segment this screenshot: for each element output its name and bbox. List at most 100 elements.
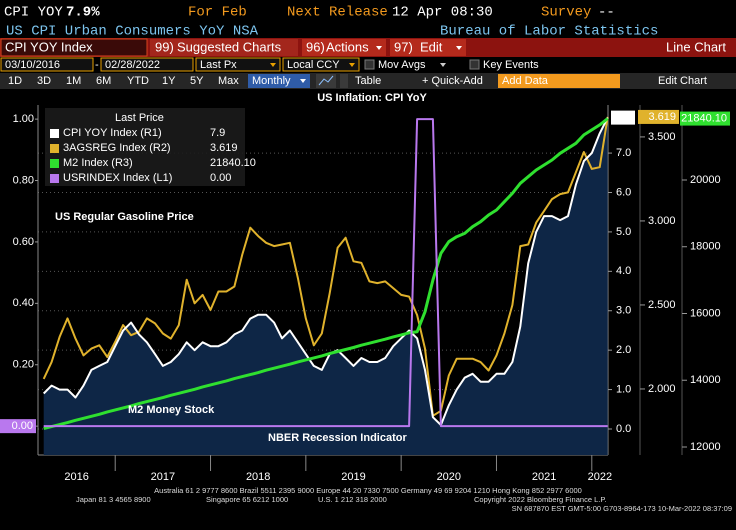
last-value-tag <box>0 419 36 434</box>
dropdown-arrow <box>270 63 276 67</box>
legend-value: 0.00 <box>210 172 231 184</box>
currency-select[interactable] <box>282 57 360 72</box>
footer-line: Singapore 65 6212 1000 <box>206 495 288 504</box>
annotation: M2 Money Stock <box>128 404 215 416</box>
dropdown-arrow <box>456 46 462 50</box>
dropdown-arrow <box>300 79 306 83</box>
legend-title: Last Price <box>115 112 164 124</box>
legend-value: 21840.10 <box>210 157 256 169</box>
period-button[interactable]: 1M <box>66 75 81 87</box>
footer-line: Copyright 2022 Bloomberg Finance L.P. <box>474 495 606 504</box>
x-tick-label: 2017 <box>151 471 175 483</box>
annotation: NBER Recession Indicator <box>268 432 407 444</box>
x-tick-label: 2022 <box>588 471 612 483</box>
dropdown-arrow <box>376 46 382 50</box>
survey: -- <box>598 5 615 21</box>
menu-number: 96) <box>306 39 325 54</box>
date-field[interactable] <box>0 57 94 72</box>
period: For Feb <box>188 5 247 21</box>
y-tick-label: 1.0 <box>616 383 631 395</box>
y-tick-label: 2.500 <box>648 299 676 311</box>
menu-number: 99) <box>155 39 174 54</box>
period-button[interactable]: 6M <box>96 75 111 87</box>
checkbox[interactable] <box>469 59 480 70</box>
y-tick-label: 4.0 <box>616 265 631 277</box>
date-field[interactable] <box>100 57 194 72</box>
x-tick-label: 2020 <box>437 471 461 483</box>
date-separator: - <box>95 59 99 71</box>
option: Mov Avgs <box>378 59 426 71</box>
last-value-label: 21840.10 <box>681 112 727 124</box>
legend-entry: CPI YOY Index (R1) <box>63 127 162 139</box>
y-tick-label: 3.500 <box>648 131 676 143</box>
y-tick-label: 0.40 <box>13 297 34 309</box>
checkbox[interactable] <box>364 59 375 70</box>
legend-entry: 3AGSREG Index (R2) <box>63 142 171 154</box>
menu-button[interactable] <box>390 39 466 56</box>
menu-number: 97) <box>394 39 413 54</box>
y-tick-label: 5.0 <box>616 226 631 238</box>
y-tick-label: 3.0 <box>616 305 631 317</box>
start-date: 03/10/2016 <box>5 59 60 71</box>
y-tick-label: 3.000 <box>648 215 676 227</box>
survey-label: Survey <box>541 5 591 21</box>
y-tick-label: 0.0 <box>616 423 631 435</box>
y-tick-label: 20000 <box>690 174 721 186</box>
legend-value: 7.9 <box>210 127 225 139</box>
area <box>43 117 608 455</box>
table-button[interactable]: Table <box>355 75 381 87</box>
chart: 0.00 0.20 0.40 0.60 0.80 1.00 0.0 1.0 2.0 3.0 4.0 5… <box>0 92 730 483</box>
series-line <box>43 118 608 428</box>
series-line <box>43 117 609 431</box>
series-line <box>42 117 609 426</box>
menu-button[interactable] <box>150 39 298 56</box>
period-button[interactable]: Max <box>218 75 239 87</box>
source: Bureau of Labor Statistics <box>440 24 658 40</box>
period-button[interactable]: 5Y <box>190 75 204 87</box>
legend-swatch <box>50 129 59 138</box>
legend-entry: M2 Index (R3) <box>63 157 133 169</box>
footer-line: SN 687870 EST GMT-5:00 G703-8964-173 10-… <box>512 504 732 513</box>
period-button[interactable]: 3D <box>37 75 51 87</box>
ticker: CPI YOY <box>4 5 63 21</box>
y-tick-label: 16000 <box>690 307 721 319</box>
add-data-field[interactable] <box>498 74 620 88</box>
currency: Local CCY <box>287 59 340 71</box>
line-icon <box>318 75 334 86</box>
legend-box <box>45 108 245 186</box>
edit-chart-button[interactable]: Edit Chart <box>658 75 707 87</box>
y-tick-label: 2.0 <box>616 344 631 356</box>
legend-swatch <box>50 174 59 183</box>
period-button[interactable]: 1D <box>8 75 22 87</box>
annotation: US Regular Gasoline Price <box>55 211 194 223</box>
security: CPI YOY Index <box>5 39 93 54</box>
add-data: Add Data <box>502 75 549 87</box>
field-select[interactable] <box>195 57 281 72</box>
x-tick-label: 2018 <box>246 471 270 483</box>
menu-button[interactable] <box>302 39 386 56</box>
security-field[interactable] <box>0 38 148 57</box>
y-tick-label: 0.20 <box>13 359 34 371</box>
next-release-label: Next Release <box>287 5 388 21</box>
y-tick-label: 0.80 <box>13 174 34 186</box>
last-value-label: 3.619 <box>648 111 676 123</box>
footer-line: Australia 61 2 9777 8600 Brazil 5511 239… <box>154 486 582 495</box>
y-tick-label: 6.0 <box>616 186 631 198</box>
y-tick-label: 2.000 <box>648 383 676 395</box>
period-button[interactable]: YTD <box>127 75 149 87</box>
y-tick-label: 14000 <box>690 374 721 386</box>
legend-swatch <box>50 144 59 153</box>
frequency-select[interactable] <box>248 74 310 88</box>
x-tick-label: 2021 <box>532 471 556 483</box>
dropdown-arrow <box>440 63 446 67</box>
period-button[interactable]: 1Y <box>162 75 176 87</box>
chart-style-menu[interactable] <box>340 74 348 88</box>
last-value-tag <box>638 109 679 124</box>
dropdown-arrow <box>349 63 355 67</box>
last-value-label: 7.9 <box>617 112 632 124</box>
next-release: 12 Apr 08:30 <box>392 5 493 21</box>
y-tick-label: 7.0 <box>616 147 631 159</box>
quick-add-button[interactable]: + Quick-Add <box>422 75 483 87</box>
menu-label: Edit <box>420 39 443 54</box>
